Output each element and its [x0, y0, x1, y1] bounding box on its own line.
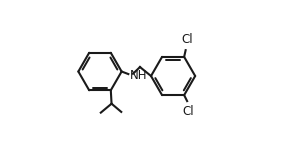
Text: Cl: Cl: [183, 105, 194, 117]
Text: NH: NH: [130, 69, 148, 82]
Text: Cl: Cl: [181, 33, 193, 46]
